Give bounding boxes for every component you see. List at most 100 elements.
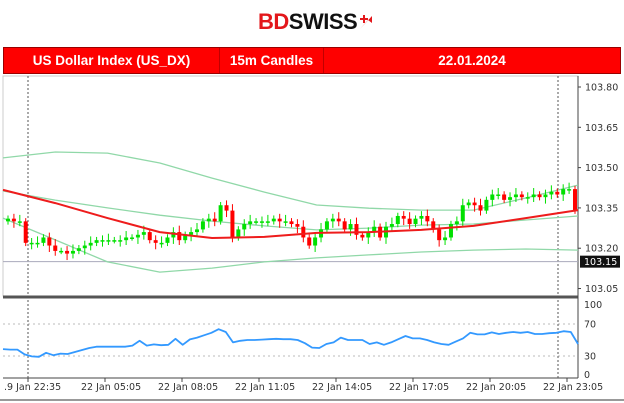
candle-body: [118, 240, 123, 242]
candle-body: [478, 205, 483, 211]
candle-body: [230, 210, 235, 238]
candle-body: [360, 234, 365, 238]
candle: [307, 234, 312, 249]
candle-body: [313, 237, 318, 246]
candle: [295, 219, 300, 234]
candle-body: [41, 237, 46, 243]
candle: [425, 209, 430, 227]
candle-body: [112, 240, 117, 242]
candle-body: [502, 194, 507, 200]
candle-body: [543, 194, 548, 198]
rsi-tick-label: 100: [584, 300, 602, 311]
candle: [206, 213, 211, 228]
candle: [82, 240, 87, 255]
candle: [177, 225, 182, 245]
candle: [47, 232, 52, 252]
candle-body: [395, 215, 400, 225]
candle: [384, 221, 388, 244]
chart-header-bar: US Dollar Index (US_DX) 15m Candles 22.0…: [3, 47, 621, 74]
candle-body: [525, 197, 530, 199]
candle: [537, 191, 542, 201]
candle: [460, 198, 465, 227]
candle-body: [561, 189, 566, 195]
candle-body: [342, 221, 347, 230]
candle: [502, 191, 507, 204]
candle-body: [443, 237, 448, 241]
candle-body: [82, 245, 87, 249]
candle: [53, 239, 58, 256]
candle-body: [330, 218, 335, 222]
candle: [401, 211, 406, 226]
time-tick-label: 22 Jan 14:05: [312, 382, 372, 393]
candle: [130, 234, 135, 241]
candle: [549, 185, 554, 200]
candle: [183, 231, 188, 244]
candle-body: [200, 221, 205, 230]
candle-body: [354, 224, 359, 235]
candle-body: [236, 229, 241, 238]
candle: [561, 184, 566, 201]
candle: [212, 212, 217, 227]
candle: [289, 218, 294, 228]
candle-body: [100, 240, 105, 242]
candle: [419, 211, 424, 226]
candle-body: [271, 218, 276, 222]
time-tick-label: .9 Jan 22:35: [4, 382, 61, 393]
candle: [407, 212, 412, 229]
price-tick-label: 103.80: [585, 83, 618, 94]
price-pane: [2, 75, 579, 297]
bollinger-lower-band: [2, 217, 579, 273]
candle: [254, 218, 259, 225]
candle: [330, 213, 335, 228]
candle: [413, 215, 418, 228]
candle-body: [59, 250, 64, 253]
candle: [218, 202, 223, 225]
moving-average-line: [2, 188, 579, 239]
candle: [41, 234, 46, 247]
candle-body: [460, 205, 465, 222]
candle-body: [419, 215, 424, 219]
candle: [490, 189, 495, 207]
time-tick-label: 22 Jan 20:05: [466, 382, 526, 393]
candle-body: [171, 232, 176, 238]
price-tick-label: 103.05: [585, 284, 618, 295]
candle-body: [431, 221, 436, 230]
candle-body: [508, 197, 513, 200]
candle-body: [248, 221, 253, 225]
candle: [165, 234, 170, 247]
candle: [200, 218, 205, 233]
candle-body: [147, 232, 152, 241]
candle: [567, 182, 572, 194]
candle-body: [472, 202, 477, 206]
candle: [265, 214, 270, 227]
candle-body: [407, 218, 412, 225]
candle: [448, 220, 453, 241]
candle: [555, 188, 560, 198]
candle: [478, 198, 483, 216]
candle-body: [135, 234, 140, 238]
candle-body: [153, 240, 158, 243]
candle: [29, 238, 34, 250]
candle-body: [513, 194, 518, 198]
logo-swiss: SWISS: [288, 9, 358, 34]
candle: [472, 197, 477, 212]
date-label: 22.01.2024: [438, 53, 506, 68]
candle-body: [295, 224, 300, 227]
candle-body: [242, 224, 247, 230]
candle: [508, 192, 513, 207]
candle: [484, 196, 489, 214]
candle-body: [189, 232, 194, 235]
candle-body: [519, 194, 524, 198]
bollinger-inner-band: [2, 190, 579, 231]
candle: [76, 244, 81, 255]
candle: [354, 217, 359, 240]
candle: [248, 214, 253, 229]
candle: [65, 246, 70, 261]
candle-body: [177, 232, 182, 241]
candle: [372, 220, 377, 237]
price-tick-label: 103.65: [585, 123, 618, 134]
candle-body: [425, 215, 430, 222]
candle: [59, 247, 64, 255]
candle-body: [254, 221, 259, 223]
candle-body: [301, 226, 306, 238]
